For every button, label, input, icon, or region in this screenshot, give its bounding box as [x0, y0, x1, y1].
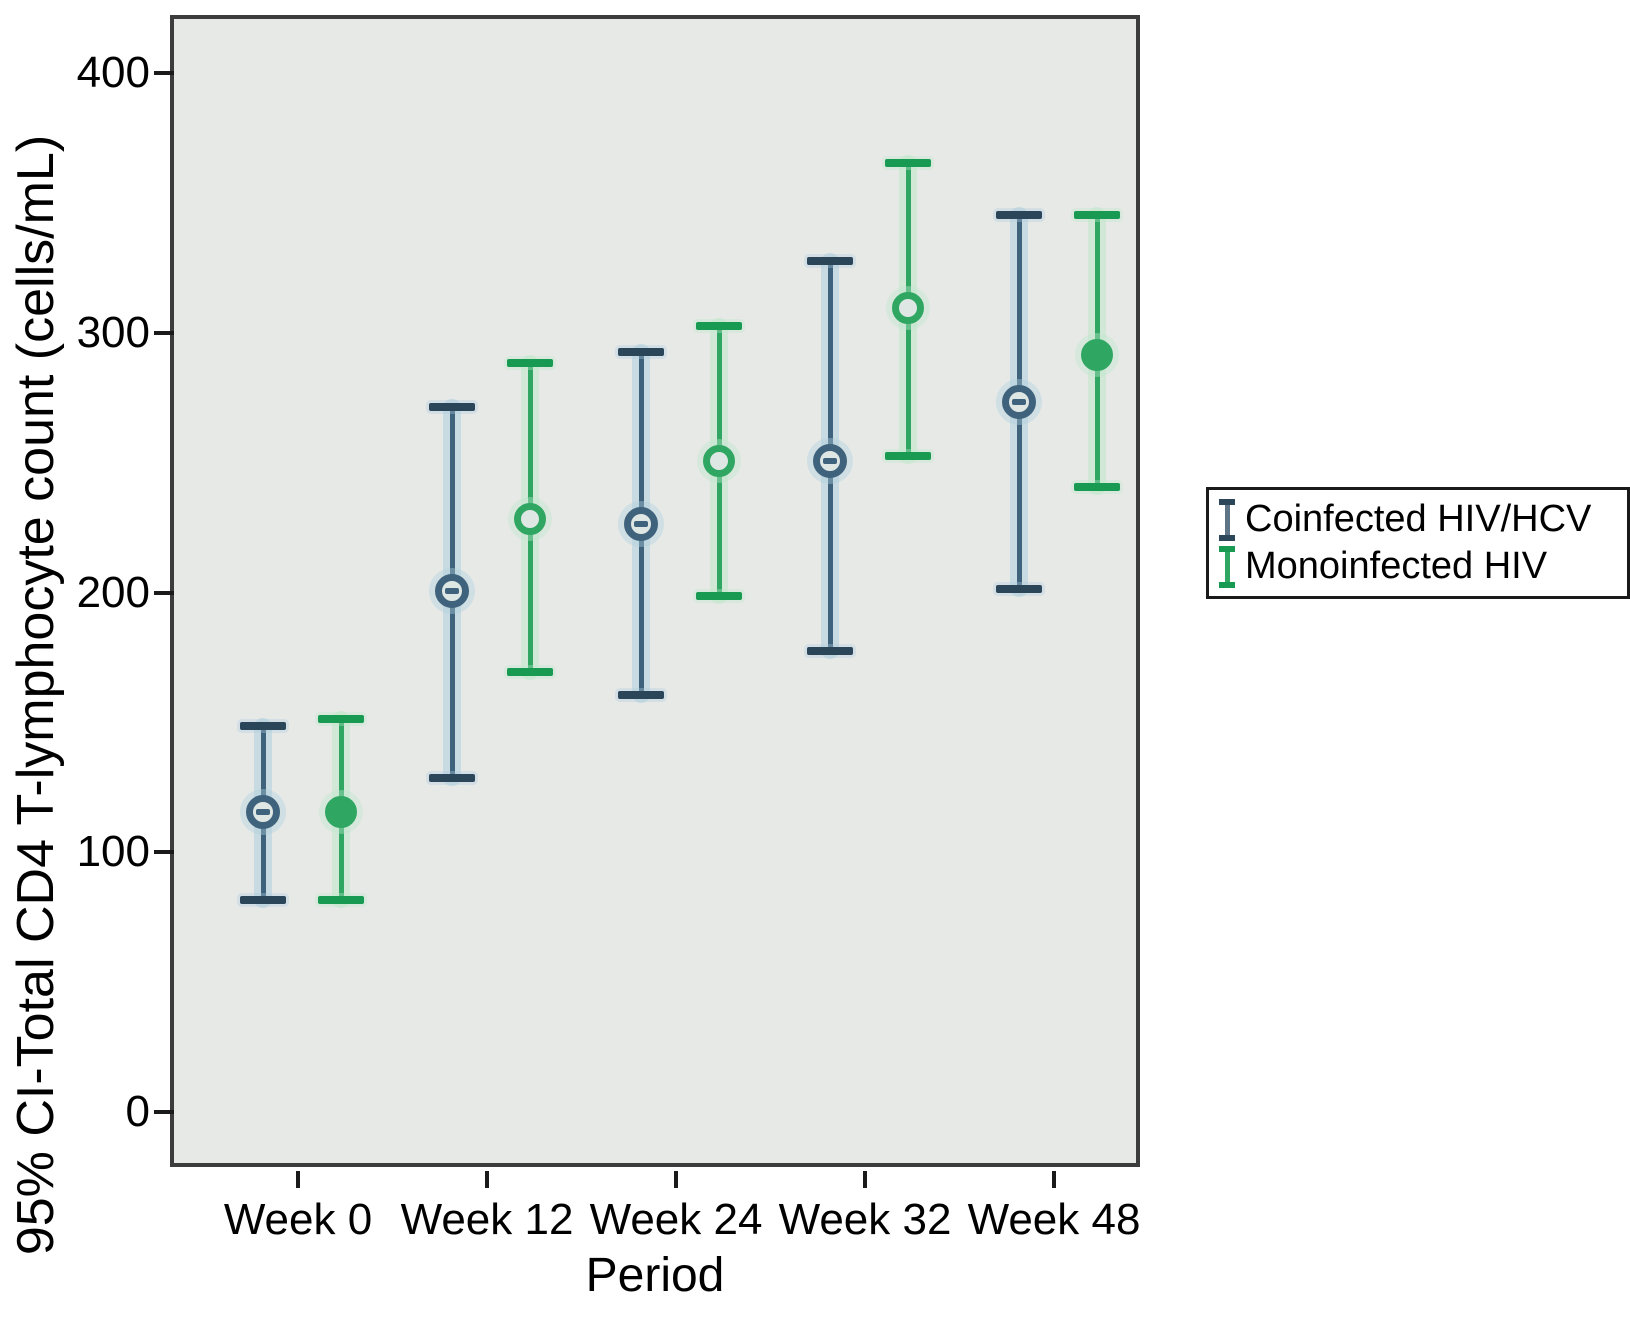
errorbar-cap-top: [318, 714, 364, 723]
errorbar-monoinfected-week12: [499, 351, 561, 684]
errorbar-coinfected-week32: [799, 249, 861, 663]
x-tick-mark: [485, 1171, 489, 1188]
mean-marker: [813, 444, 847, 479]
x-tick-mark: [296, 1171, 300, 1188]
x-tick-label: Week 12: [400, 1195, 574, 1244]
x-tick-mark: [863, 1171, 867, 1188]
errorbar-coinfected-week12: [421, 395, 483, 790]
errorbar-cap-bottom: [1074, 483, 1120, 492]
errorbar-cap-bottom: [240, 896, 286, 905]
mean-marker: [703, 445, 735, 478]
x-tick-label: Week 0: [223, 1195, 373, 1244]
marker-dash: [256, 809, 270, 816]
x-axis-title: Period: [585, 1249, 725, 1302]
errorbar-cap-top: [807, 257, 853, 266]
errorbar-monoinfected-week24: [688, 314, 750, 608]
mean-marker: [892, 292, 924, 325]
x-tick-label: Week 24: [589, 1195, 763, 1244]
mean-marker: [246, 795, 280, 830]
errorbar-cap-bottom: [807, 647, 853, 656]
x-tick-label: Week 32: [778, 1195, 952, 1244]
x-tick-mark: [1052, 1171, 1056, 1188]
errorbar-cap-bottom: [996, 584, 1042, 593]
errorbar-cap-top: [240, 722, 286, 731]
errorbar-coinfected-week24: [610, 340, 672, 707]
y-tick-label: 0: [125, 1087, 150, 1136]
y-tick-mark: [154, 1110, 174, 1114]
mean-marker: [624, 506, 658, 541]
mean-marker: [1002, 384, 1036, 419]
legend-box: Coinfected HIV/HCV Monoinfected HIV: [1206, 487, 1630, 599]
marker-dash: [634, 520, 648, 527]
y-tick-label: 200: [76, 567, 150, 617]
errorbar-cap-top: [696, 322, 742, 331]
y-tick-label: 100: [76, 827, 150, 877]
errorbar-cap-top: [618, 348, 664, 357]
errorbar-cap-bottom: [318, 896, 364, 905]
legend-label-coinfected: Coinfected HIV/HCV: [1245, 498, 1592, 540]
errorbar-monoinfected-week0: [310, 707, 372, 913]
errorbar-cap-bottom: [429, 774, 475, 783]
legend-item-monoinfected: Monoinfected HIV: [1219, 545, 1617, 588]
errorbar-coinfected-week0: [232, 714, 294, 912]
monoinfected-errorbar-glyph-icon: [1219, 545, 1235, 588]
y-tick-mark: [154, 850, 174, 855]
legend-label-monoinfected: Monoinfected HIV: [1245, 545, 1548, 587]
errorbar-cap-bottom: [507, 667, 553, 676]
errorbar-cap-top: [507, 358, 553, 367]
x-tick-mark: [674, 1171, 678, 1188]
coinfected-errorbar-glyph-icon: [1219, 498, 1235, 541]
errorbar-cap-top: [885, 158, 931, 167]
y-tick-label: 400: [76, 48, 150, 97]
y-tick-mark: [154, 330, 174, 335]
errorbar-coinfected-week48: [988, 203, 1050, 601]
legend-item-coinfected: Coinfected HIV/HCV: [1219, 498, 1617, 541]
marker-dash: [1012, 398, 1026, 405]
y-tick-label: 300: [76, 307, 150, 357]
errorbar-cap-bottom: [618, 691, 664, 700]
errorbar-monoinfected-week32: [877, 151, 939, 469]
plot-area: [170, 15, 1140, 1167]
errorbar-cap-top: [996, 210, 1042, 219]
marker-dash: [445, 588, 459, 595]
mean-marker: [435, 574, 469, 609]
y-tick-mark: [154, 71, 174, 75]
x-tick-label: Week 48: [967, 1195, 1141, 1244]
mean-marker: [1081, 338, 1113, 371]
mean-marker: [325, 796, 357, 829]
errorbar-cap-top: [1074, 210, 1120, 219]
errorbar-cap-bottom: [696, 592, 742, 601]
marker-dash: [823, 458, 837, 465]
mean-marker: [514, 502, 546, 535]
errorbar-cap-bottom: [885, 452, 931, 461]
errorbar-monoinfected-week48: [1066, 203, 1128, 500]
y-tick-mark: [154, 590, 174, 595]
errorbar-cap-top: [429, 402, 475, 411]
